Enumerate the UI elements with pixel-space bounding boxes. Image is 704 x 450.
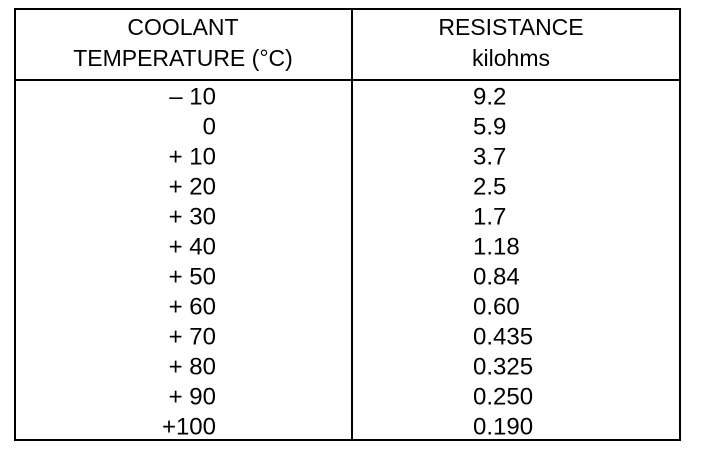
header-text: COOLANT	[127, 14, 238, 40]
temperature-cell: + 10	[169, 143, 216, 170]
temperature-cell: 0	[203, 113, 216, 140]
header-text: TEMPERATURE (°C)	[73, 45, 293, 71]
temperature-cell: + 90	[169, 383, 216, 410]
resistance-cell: 2.5	[473, 173, 506, 200]
temperature-cell: + 20	[169, 173, 216, 200]
resistance-cell: 5.9	[473, 113, 506, 140]
temperature-cell: – 10	[169, 83, 216, 110]
resistance-cell: 1.18	[473, 233, 520, 260]
resistance-cell: 3.7	[473, 143, 506, 170]
temperature-cell: + 80	[169, 353, 216, 380]
header-text: kilohms	[472, 45, 550, 71]
resistance-cell: 0.84	[473, 263, 520, 290]
resistance-cell: 0.60	[473, 293, 520, 320]
resistance-cell: 0.190	[473, 413, 533, 440]
temperature-cell: + 50	[169, 263, 216, 290]
resistance-cell: 1.7	[473, 203, 506, 230]
temperature-cell: + 60	[169, 293, 216, 320]
table-border	[14, 8, 681, 441]
temperature-cell: +100	[162, 413, 216, 440]
resistance-cell: 0.435	[473, 323, 533, 350]
header-text: RESISTANCE	[438, 14, 583, 40]
temperature-cell: + 30	[169, 203, 216, 230]
temperature-cell: + 70	[169, 323, 216, 350]
resistance-cell: 0.250	[473, 383, 533, 410]
temperature-cell: + 40	[169, 233, 216, 260]
resistance-cell: 0.325	[473, 353, 533, 380]
resistance-cell: 9.2	[473, 83, 506, 110]
